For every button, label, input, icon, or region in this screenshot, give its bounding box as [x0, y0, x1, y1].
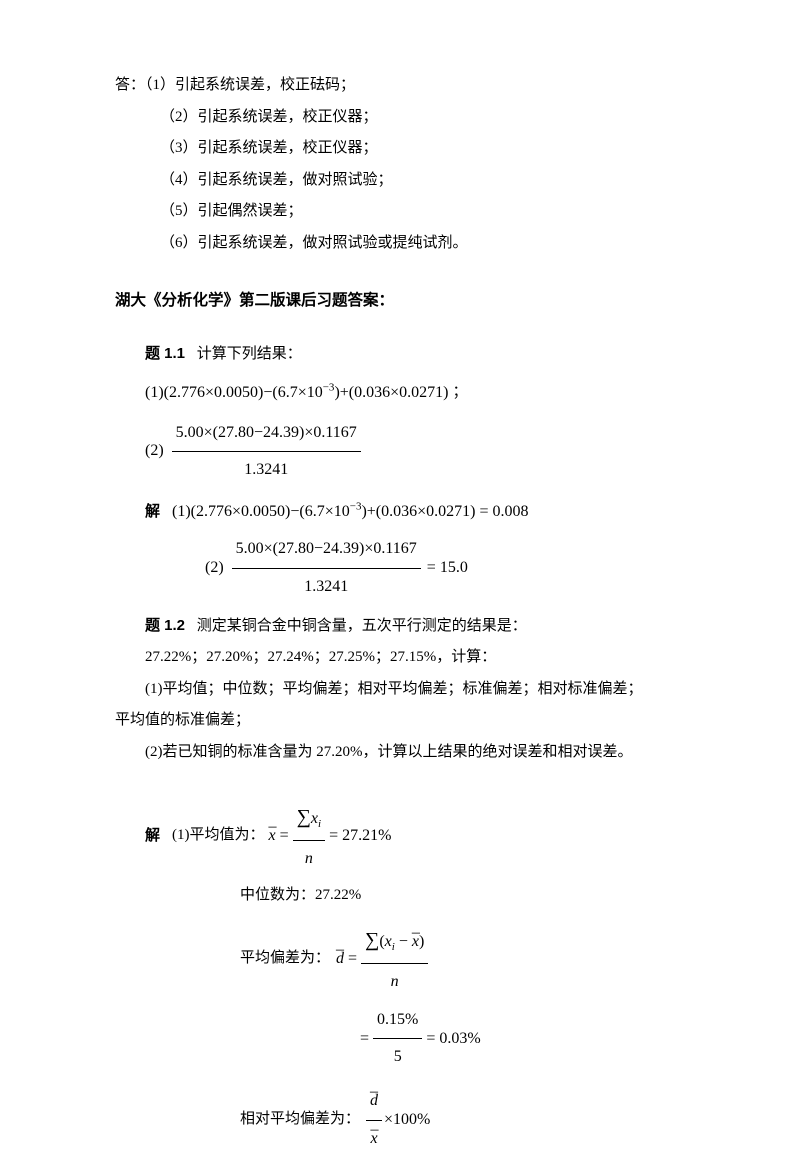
- answer-item-4: （4）引起系统误差，做对照试验；: [115, 165, 710, 197]
- q1-1-part2-label: (2): [145, 434, 172, 468]
- q1-2-part1b: 平均值的标准偏差；: [115, 705, 710, 737]
- section-heading: 湖大《分析化学》第二版课后习题答案：: [115, 285, 710, 318]
- q1-1-title-line: 题 1.1 计算下列结果：: [115, 338, 710, 371]
- q1-2-mean-value: = 27.21%: [325, 819, 391, 853]
- q1-2-avgdev-value-line: = 0.15% 5 = 0.03%: [115, 1003, 710, 1074]
- q1-1-part2-den: 1.3241: [172, 452, 361, 487]
- q1-1-solve2-fraction: 5.00×(27.80−24.39)×0.1167 1.3241: [232, 532, 421, 603]
- q1-2-label: 题 1.2: [145, 617, 185, 634]
- q1-1-solve2-den: 1.3241: [232, 569, 421, 604]
- document-page: 答：（1）引起系统误差，校正砝码； （2）引起系统误差，校正仪器； （3）引起系…: [0, 0, 800, 1155]
- q1-2-title-line: 题 1.2 测定某铜合金中铜含量，五次平行测定的结果是：: [115, 610, 710, 643]
- q1-2-title: 测定某铜合金中铜含量，五次平行测定的结果是：: [189, 618, 527, 634]
- answer-item-5: （5）引起偶然误差；: [115, 196, 710, 228]
- q1-1-label: 题 1.1: [145, 345, 185, 362]
- q1-2-avgdev-value: = 0.15% 5 = 0.03%: [360, 1003, 481, 1074]
- q1-1-solve-label: 解: [145, 496, 172, 528]
- q1-2-part2: (2)若已知铜的标准含量为 27.20%，计算以上结果的绝对误差和相对误差。: [115, 737, 710, 769]
- answer-item-2: （2）引起系统误差，校正仪器；: [115, 102, 710, 134]
- q1-1-solve1-formula: (2.776×0.0050)−(6.7×10−3)+(0.036×0.0271)…: [191, 495, 529, 529]
- q1-1-title: 计算下列结果：: [189, 346, 302, 362]
- answer-intro: 答：: [115, 77, 145, 93]
- answer-intro-line: 答：（1）引起系统误差，校正砝码；: [115, 70, 710, 102]
- q1-1-part2-fraction: 5.00×(27.80−24.39)×0.1167 1.3241: [172, 416, 361, 487]
- q1-1-part1-label: (1): [145, 376, 164, 410]
- q1-2-median: 中位数为：27.22%: [115, 880, 710, 912]
- q1-2-data-line: 27.22%；27.20%；27.24%；27.25%；27.15%，计算：: [115, 642, 710, 674]
- answer-item-1: （1）引起系统误差，校正砝码；: [145, 77, 355, 93]
- q1-1-solve2-eq: = 15.0: [421, 551, 468, 585]
- q1-2-avgdev-den: 5: [373, 1039, 422, 1074]
- q1-2-reldev-formula: d x ×100%: [360, 1084, 430, 1155]
- q1-2-reldev-line: 相对平均偏差为： d x ×100%: [115, 1084, 710, 1155]
- q1-2-solve-label: 解: [145, 820, 172, 852]
- q1-2-avgdev-formula: d = ∑(xi − x) n: [330, 919, 428, 999]
- q1-1-part1-line: (1) (2.776×0.0050)−(6.7×10−3)+(0.036×0.0…: [115, 376, 710, 410]
- q1-1-part1-formula: (2.776×0.0050)−(6.7×10−3)+(0.036×0.0271): [164, 376, 449, 410]
- answer-item-6: （6）引起系统误差，做对照试验或提纯试剂。: [115, 228, 710, 260]
- q1-1-punct: ；: [448, 377, 467, 409]
- q1-1-part2-num: 5.00×(27.80−24.39)×0.1167: [172, 416, 361, 453]
- q1-2-avgdev-num: 0.15%: [373, 1003, 422, 1040]
- q1-1-part2-line: (2) 5.00×(27.80−24.39)×0.1167 1.3241: [115, 416, 710, 487]
- q1-2-part1: (1)平均值；中位数；平均偏差；相对平均偏差；标准偏差；相对标准偏差；: [115, 674, 710, 706]
- q1-1-solve2-label: (2): [205, 551, 232, 585]
- q1-2-reldev-suffix: ×100%: [382, 1103, 430, 1137]
- q1-2-mean-formula: x = ∑xi n = 27.21%: [265, 796, 392, 876]
- q1-2-avgdev-line: 平均偏差为： d = ∑(xi − x) n: [115, 919, 710, 999]
- q1-1-solve2-num: 5.00×(27.80−24.39)×0.1167: [232, 532, 421, 569]
- q1-2-mean-label: (1)平均值为：: [172, 820, 265, 852]
- q1-2-avgdev-eq: = 0.03%: [422, 1022, 480, 1056]
- q1-2-avgdev-label: 平均偏差为：: [240, 943, 330, 975]
- q1-1-solve-line2: (2) 5.00×(27.80−24.39)×0.1167 1.3241 = 1…: [115, 532, 710, 603]
- q1-1-solve-line1: 解 (1) (2.776×0.0050)−(6.7×10−3)+(0.036×0…: [115, 495, 710, 529]
- q1-2-solve-mean: 解 (1)平均值为： x = ∑xi n = 27.21%: [115, 796, 710, 876]
- q1-2-reldev-label: 相对平均偏差为：: [240, 1104, 360, 1136]
- answer-item-3: （3）引起系统误差，校正仪器；: [115, 133, 710, 165]
- q1-1-solve1-label: (1): [172, 495, 191, 529]
